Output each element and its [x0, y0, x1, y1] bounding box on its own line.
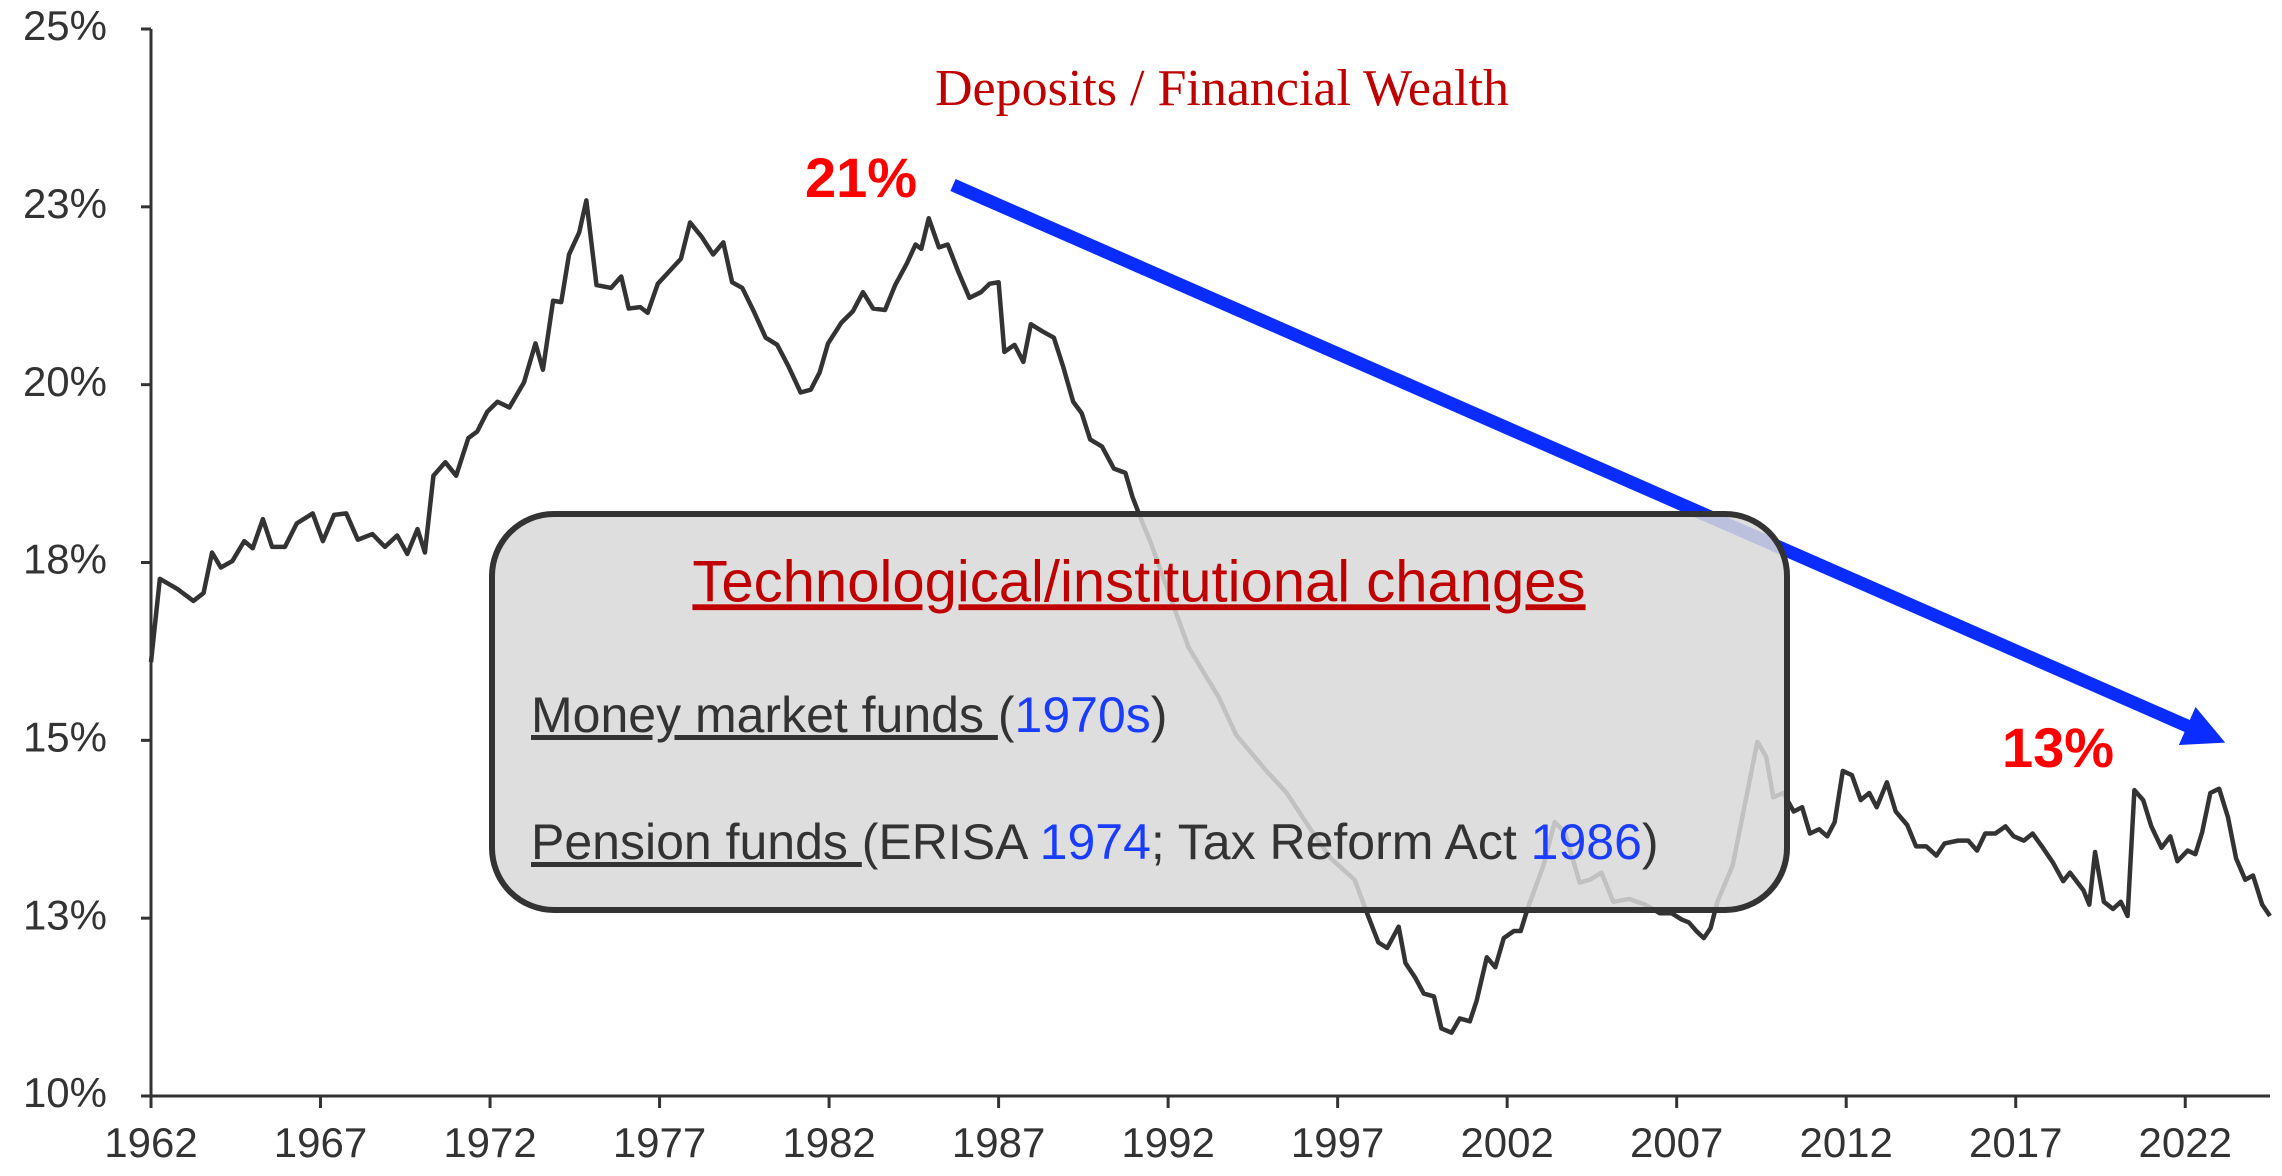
x-tick-label: 2012: [1799, 1119, 1892, 1166]
box-item-part: ): [1642, 814, 1659, 870]
box-heading: Technological/institutional changes: [692, 549, 1585, 614]
start-label: 21%: [805, 146, 917, 209]
box-item-part: Pension funds: [531, 814, 862, 870]
end-label: 13%: [2002, 716, 2114, 779]
x-tick-label: 1972: [443, 1119, 536, 1166]
x-tick-label: 1997: [1291, 1119, 1384, 1166]
box-item-part: (ERISA: [862, 814, 1040, 870]
y-tick-label: 20%: [23, 358, 107, 405]
x-tick-label: 2017: [1969, 1119, 2062, 1166]
chart-title: Deposits / Financial Wealth: [935, 60, 1509, 117]
y-tick-label: 10%: [23, 1069, 107, 1116]
y-tick-label: 13%: [23, 891, 107, 938]
y-tick-label: 18%: [23, 536, 107, 583]
x-tick-label: 2002: [1460, 1119, 1553, 1166]
box-item-part: ; Tax Reform Act: [1151, 814, 1531, 870]
x-tick-label: 2022: [2139, 1119, 2232, 1166]
box-item-part: 1974: [1040, 814, 1151, 870]
trend-arrow: [950, 179, 2226, 746]
y-tick-label: 25%: [23, 2, 107, 49]
x-tick-label: 1962: [104, 1119, 197, 1166]
box-item-part: 1970s: [1015, 687, 1151, 743]
box-item-part: 1986: [1531, 814, 1642, 870]
x-tick-label: 1982: [782, 1119, 875, 1166]
y-tick-label: 15%: [23, 713, 107, 760]
annotation-box: [489, 511, 1790, 913]
x-tick-label: 1967: [274, 1119, 367, 1166]
x-tick-label: 2007: [1630, 1119, 1723, 1166]
box-item: Money market funds (1970s): [531, 687, 1167, 743]
box-item-part: (: [998, 687, 1015, 743]
box-item: Pension funds (ERISA 1974; Tax Reform Ac…: [531, 814, 1659, 870]
box-item-part: Money market funds: [531, 687, 998, 743]
x-tick-label: 1987: [952, 1119, 1045, 1166]
box-item-part: ): [1151, 687, 1168, 743]
y-tick-label: 23%: [23, 180, 107, 227]
x-tick-label: 1992: [1121, 1119, 1214, 1166]
x-tick-label: 1977: [613, 1119, 706, 1166]
